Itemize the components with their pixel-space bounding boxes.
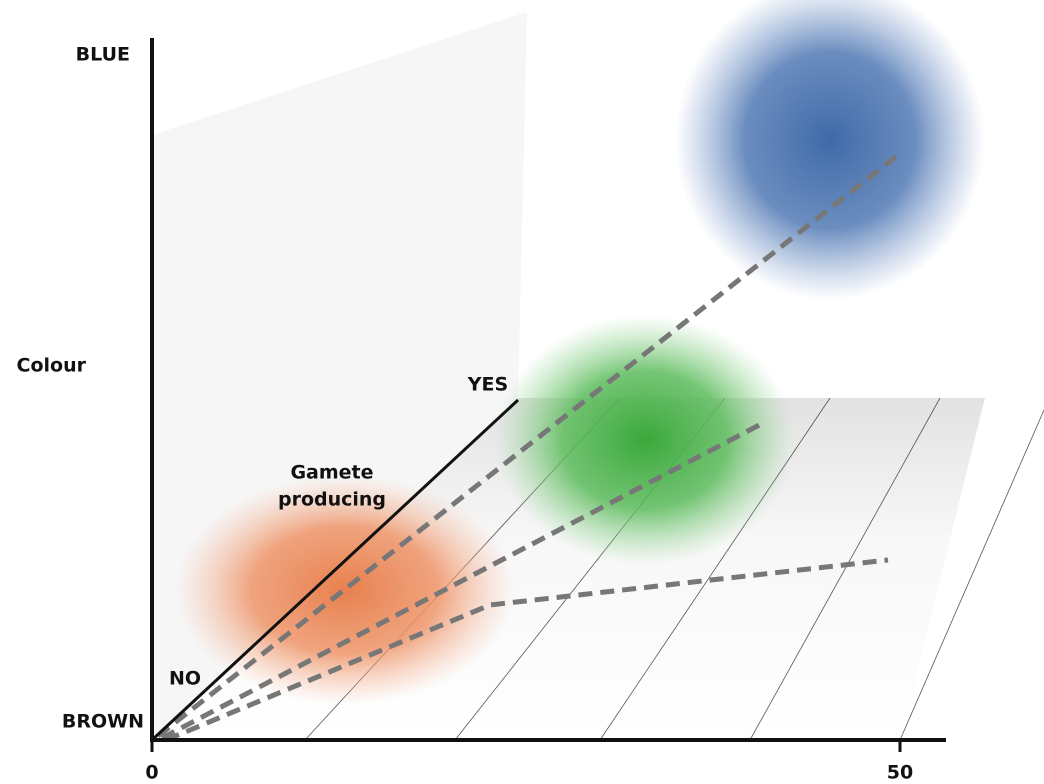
colour-bottom-label: BROWN xyxy=(62,711,144,733)
diagram: BLUE Colour BROWN YES Gamete producing N… xyxy=(0,0,1044,784)
tick-label: 0 xyxy=(145,762,158,784)
gamete-axis-label: Gamete xyxy=(290,462,373,484)
blue-blob xyxy=(675,0,985,300)
colour-top-label: BLUE xyxy=(76,44,130,66)
gamete-bottom-label: NO xyxy=(169,668,201,690)
colour-axis-label: Colour xyxy=(17,355,87,377)
tick-label: 50 xyxy=(887,762,913,784)
gamete-axis-label: producing xyxy=(278,489,386,511)
gamete-top-label: YES xyxy=(467,374,508,396)
